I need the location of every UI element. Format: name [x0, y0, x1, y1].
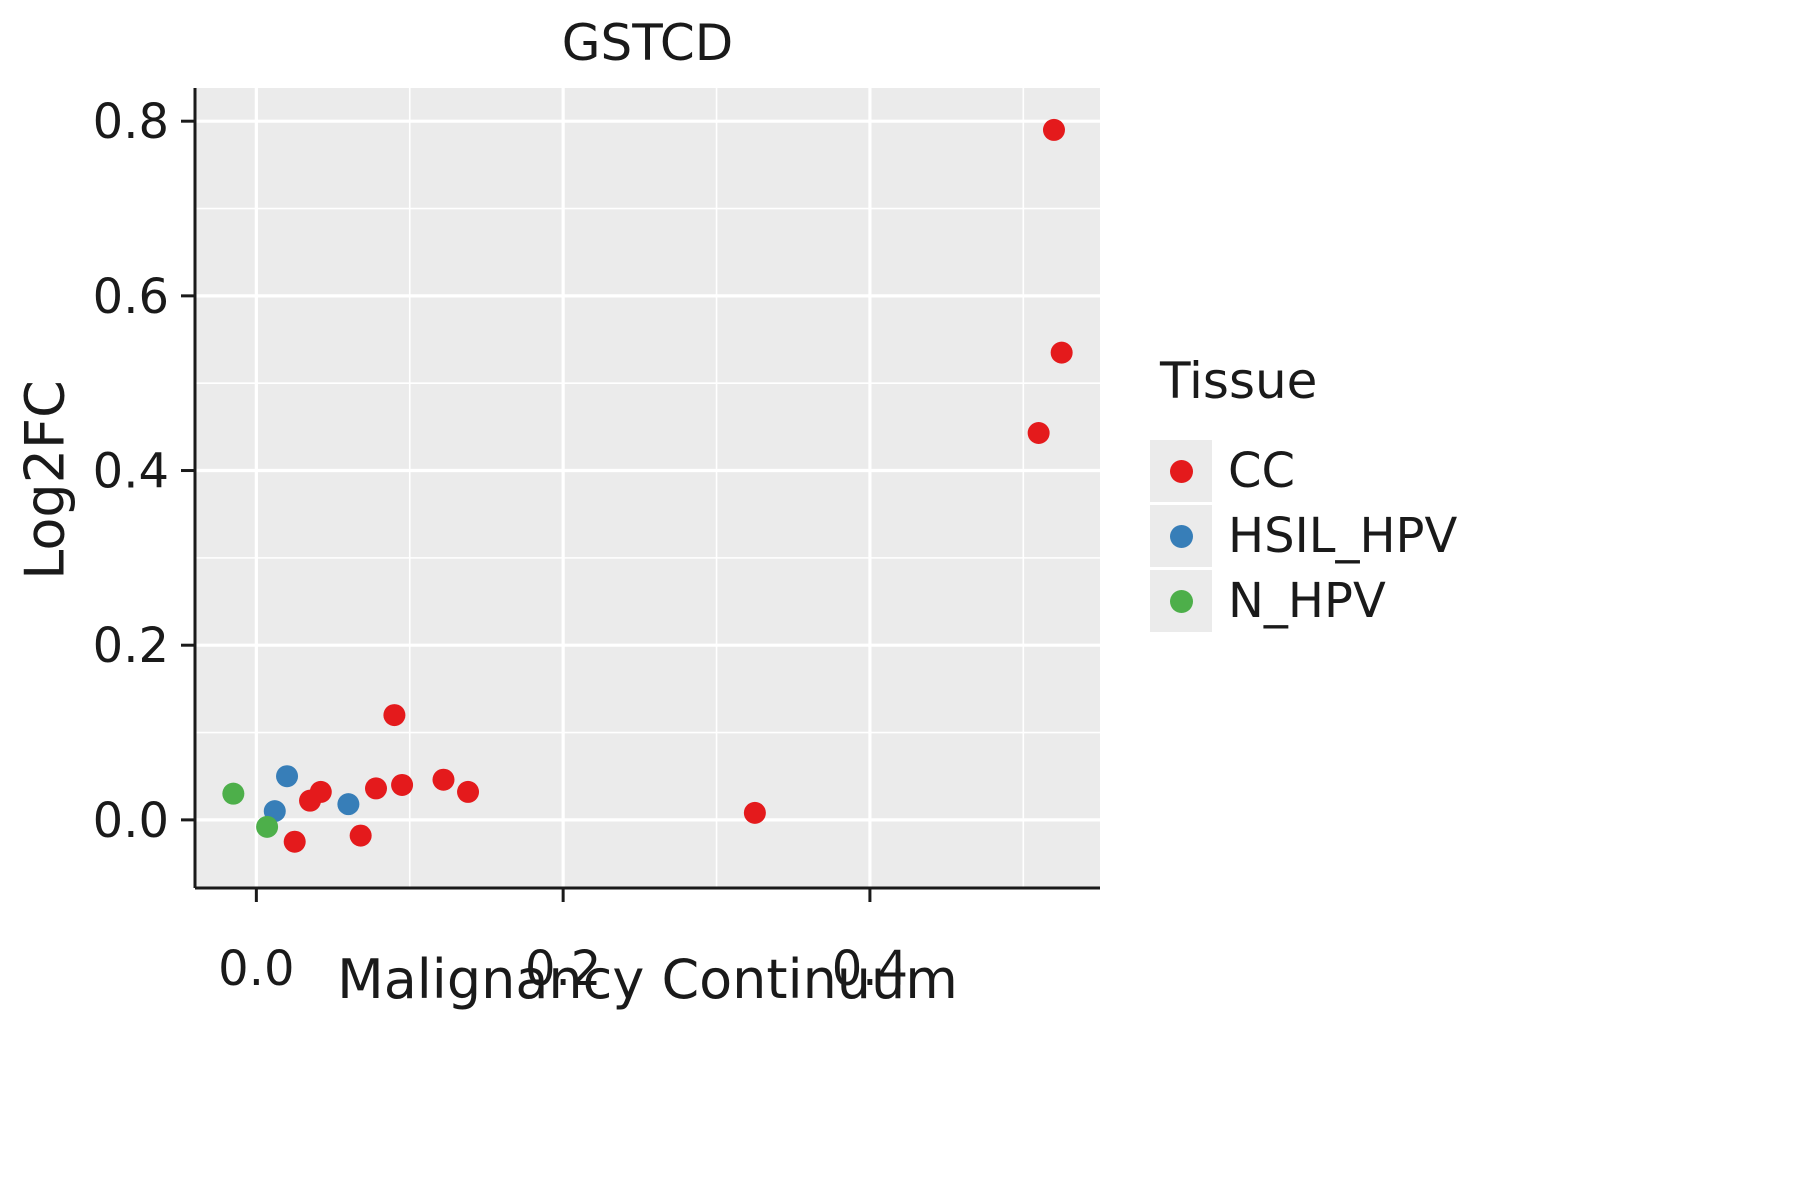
- legend-item-N_HPV: N_HPV: [1150, 570, 1457, 632]
- major-gridlines: [195, 88, 1100, 888]
- legend-item-CC: CC: [1150, 440, 1457, 502]
- data-point-CC: [349, 824, 372, 847]
- data-point-CC: [743, 801, 766, 824]
- data-point-N_HPV: [222, 782, 245, 805]
- y-tick-label: 0.2: [93, 618, 169, 674]
- legend-item-label: CC: [1228, 443, 1296, 499]
- legend-key: [1150, 570, 1212, 632]
- x-tick-label: 0.2: [525, 941, 601, 997]
- y-tick-label: 0.6: [93, 269, 169, 325]
- plot-panel: [195, 88, 1100, 888]
- legend-item-label: N_HPV: [1228, 573, 1386, 629]
- y-axis-label: Log2FC: [13, 380, 77, 580]
- legend-item-label: HSIL_HPV: [1228, 508, 1458, 564]
- data-point-CC: [299, 789, 322, 812]
- data-point-CC: [1050, 341, 1073, 364]
- legend-point-icon: [1169, 589, 1193, 613]
- tick-marks: [181, 119, 872, 902]
- x-tick-label: 0.0: [218, 941, 294, 997]
- data-point-HSIL_HPV: [337, 793, 360, 816]
- data-point-CC: [1042, 118, 1065, 141]
- legend-key: [1150, 440, 1212, 502]
- data-point-CC: [283, 830, 306, 853]
- y-tick-label: 0.8: [93, 94, 169, 150]
- data-point-N_HPV: [256, 815, 279, 838]
- legend-title: Tissue: [1160, 352, 1318, 410]
- y-tick-label: 0.0: [93, 793, 169, 849]
- x-tick-label: 0.4: [832, 941, 908, 997]
- tick-labels: 0.0 0.2 0.4 0.0 0.2 0.4 0.6 0.8: [93, 94, 908, 997]
- legend-items: CC HSIL_HPV N_HPV: [1150, 440, 1457, 632]
- legend-point-icon: [1169, 459, 1193, 483]
- data-point-HSIL_HPV: [276, 765, 299, 788]
- data-point-CC: [383, 704, 406, 727]
- data-point-CC: [391, 773, 414, 796]
- x-axis-label: Malignancy Continuum: [337, 948, 958, 1011]
- minor-gridlines: [195, 88, 1100, 888]
- y-tick-label: 0.4: [93, 444, 169, 500]
- legend: Tissue CC HSIL_HPV N_HPV: [1150, 352, 1457, 635]
- legend-key: [1150, 505, 1212, 567]
- chart-title: GSTCD: [561, 14, 734, 72]
- legend-point-icon: [1169, 524, 1193, 548]
- data-points: [222, 118, 1073, 853]
- data-point-CC: [365, 777, 387, 800]
- legend-item-HSIL_HPV: HSIL_HPV: [1150, 505, 1457, 567]
- axis-lines: [193, 88, 1100, 890]
- data-point-CC: [1027, 421, 1050, 444]
- data-point-CC: [457, 780, 480, 803]
- data-point-CC: [432, 768, 455, 791]
